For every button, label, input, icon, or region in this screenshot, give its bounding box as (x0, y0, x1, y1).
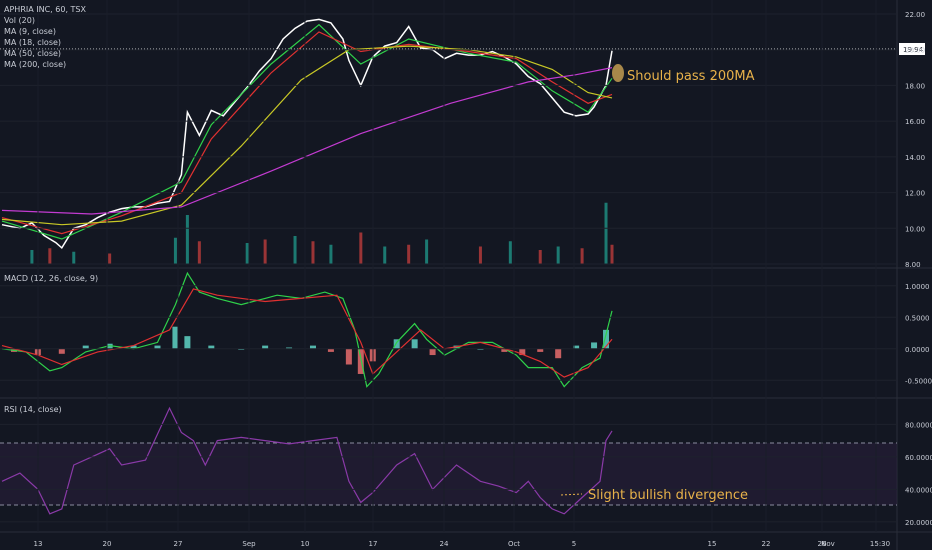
series-macd (1, 271, 613, 388)
time-axis-label: 5 (572, 540, 576, 548)
volume-bar (538, 250, 542, 264)
macd-histogram-bar (555, 348, 562, 359)
volume-bar (407, 244, 411, 264)
macd-histogram-bar (429, 348, 436, 356)
macd-histogram-bar (262, 345, 269, 349)
volume-bar (48, 248, 52, 264)
legend-ma18: MA (18, close) (4, 38, 61, 47)
volume-bar (556, 246, 560, 264)
time-axis-label: Oct (508, 540, 520, 548)
volume-bar (72, 251, 76, 264)
macd-histogram-bar (573, 345, 580, 349)
price-y-tick: 16.00 (905, 118, 925, 126)
macd-histogram-bar (172, 326, 179, 349)
divergence-line (560, 493, 583, 496)
annotation-marker (612, 64, 624, 82)
time-axis-label: 26 (818, 540, 827, 548)
time-axis-label: 17 (369, 540, 378, 548)
volume-bar (108, 253, 112, 264)
macd-histogram-bar (501, 348, 508, 352)
volume-bar (245, 243, 249, 264)
price-y-tick: 14.00 (905, 154, 925, 162)
time-axis-label: Sep (242, 540, 256, 548)
price-y-tick: 20.00 (905, 47, 925, 55)
macd-histogram-bar (411, 339, 418, 349)
macd-histogram-bar (82, 345, 89, 349)
volume-bar (197, 241, 201, 264)
volume-bar (604, 202, 608, 264)
macd-histogram-bar (130, 345, 137, 349)
volume-bar (359, 232, 363, 264)
macd-histogram-bar (154, 345, 161, 349)
price-tag-box (899, 43, 925, 55)
series-ma-9-close- (1, 23, 613, 240)
macd-histogram-bar (327, 348, 334, 352)
time-axis-label: 13 (34, 540, 43, 548)
volume-bar (263, 239, 267, 264)
macd-histogram-bar (345, 348, 352, 365)
volume-bar (30, 250, 34, 264)
legend-ma9: MA (9, close) (4, 27, 56, 36)
volume-bar (478, 246, 482, 264)
price-tag: 19.94 (903, 46, 924, 54)
legend-rsi: RSI (14, close) (4, 405, 62, 414)
macd-histogram-bar (184, 336, 191, 349)
time-axis-label: 24 (440, 540, 449, 548)
legend-vol: Vol (20) (4, 16, 35, 25)
series-ma-200-close- (1, 67, 613, 215)
legend-macd: MACD (12, 26, close, 9) (4, 274, 98, 283)
legend-ma200: MA (200, close) (4, 60, 66, 69)
time-axis-label: 20 (103, 540, 112, 548)
chart-title: APHRIA INC, 60, TSX (4, 5, 86, 14)
volume-bar (185, 215, 189, 264)
macd-histogram-bar (208, 345, 215, 349)
macd-histogram-bar (603, 329, 610, 349)
legend-ma50: MA (50, close) (4, 49, 61, 58)
macd-histogram-bar (591, 342, 598, 349)
macd-y-tick: -0.5000 (905, 377, 932, 385)
price-y-tick: 18.00 (905, 82, 925, 90)
rsi-y-tick: 40.0000 (905, 486, 932, 494)
series-ma-50-close- (1, 45, 613, 226)
volume-bar (610, 244, 614, 264)
macd-y-tick: 1.0000 (905, 283, 930, 291)
volume-bar (580, 248, 584, 264)
time-axis-label: Nov (821, 540, 835, 548)
time-axis-label: 15 (708, 540, 717, 548)
volume-bar (508, 241, 512, 264)
macd-y-tick: 0.0000 (905, 346, 930, 354)
rsi-y-tick: 20.0000 (905, 519, 932, 527)
macd-histogram-bar (309, 345, 316, 349)
time-axis-label: 27 (174, 540, 183, 548)
macd-histogram-bar (106, 343, 113, 349)
price-y-tick: 12.00 (905, 190, 925, 198)
macd-histogram-bar (519, 348, 526, 356)
macd-histogram-bar (357, 348, 364, 374)
price-y-tick: 8.00 (905, 261, 921, 269)
annotation-ma: Should pass 200MA (627, 69, 755, 84)
macd-y-tick: 0.5000 (905, 314, 930, 322)
rsi-y-tick: 80.0000 (905, 421, 932, 429)
annotation-rsi: Slight bullish divergence (588, 488, 748, 503)
volume-bar (311, 241, 315, 264)
series-rsi-14-close- (1, 406, 613, 515)
series-ma-18-close- (1, 31, 613, 235)
series-signal (1, 288, 613, 378)
macd-histogram-bar (393, 339, 400, 349)
time-axis-label: 10 (301, 540, 310, 548)
volume-bar (329, 244, 333, 264)
volume-bar (425, 239, 429, 264)
macd-histogram-bar (58, 348, 65, 354)
price-y-tick: 22.00 (905, 11, 925, 19)
macd-histogram-bar (286, 347, 293, 349)
price-y-tick: 10.00 (905, 225, 925, 233)
rsi-y-tick: 60.0000 (905, 454, 932, 462)
macd-histogram-bar (537, 348, 544, 352)
volume-bar (293, 236, 297, 264)
time-axis-label: 22 (762, 540, 771, 548)
volume-bar (173, 237, 177, 264)
time-axis-label: 15:30 (870, 540, 890, 548)
volume-bar (383, 246, 387, 264)
